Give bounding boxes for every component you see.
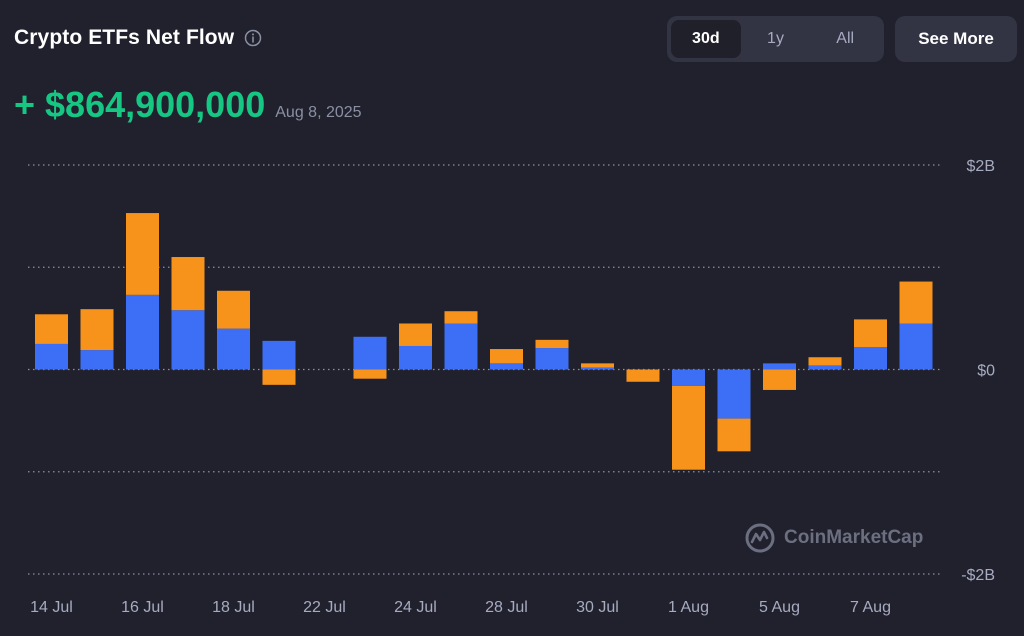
bar-orange[interactable]: [717, 418, 751, 452]
bar-blue[interactable]: [854, 347, 887, 370]
x-tick-label: 24 Jul: [394, 599, 437, 616]
bar-orange[interactable]: [899, 281, 933, 324]
bar-orange[interactable]: [35, 314, 68, 344]
bar-orange[interactable]: [80, 309, 114, 351]
coinmarketcap-watermark: CoinMarketCap: [744, 522, 923, 554]
bar-blue[interactable]: [217, 328, 250, 370]
bar-orange[interactable]: [808, 357, 842, 366]
bar-orange[interactable]: [626, 369, 660, 382]
bar-blue[interactable]: [763, 363, 796, 370]
bar-orange[interactable]: [672, 385, 705, 470]
period-tabs: 30d 1y All: [667, 16, 884, 62]
bar-blue[interactable]: [35, 343, 68, 370]
bar-orange[interactable]: [535, 339, 569, 349]
x-tick-label: 28 Jul: [485, 599, 528, 616]
headline-value-row: + $864,900,000 Aug 8, 2025: [14, 84, 362, 126]
x-tick-label: 1 Aug: [668, 599, 709, 616]
bar-blue[interactable]: [808, 365, 842, 370]
bar-blue[interactable]: [490, 363, 523, 370]
net-flow-chart[interactable]: $2B $0 -$2B 14 Jul 16 Jul 18 Jul 22 Jul 24 Jul 2…: [0, 140, 1024, 636]
bar-orange[interactable]: [581, 363, 614, 368]
bar-blue[interactable]: [899, 323, 933, 370]
bar-blue[interactable]: [126, 294, 159, 370]
bar-blue[interactable]: [581, 367, 614, 370]
bar-blue[interactable]: [444, 323, 478, 370]
watermark-text: CoinMarketCap: [784, 527, 924, 548]
bar-blue[interactable]: [399, 345, 432, 370]
net-flow-date: Aug 8, 2025: [275, 104, 362, 121]
net-flow-value: + $864,900,000: [14, 84, 266, 125]
y-tick-label: $0: [977, 363, 995, 380]
bar-orange[interactable]: [399, 323, 432, 346]
coinmarketcap-logo-icon: [745, 523, 775, 553]
bar-orange[interactable]: [490, 349, 523, 364]
bar-orange[interactable]: [126, 213, 159, 295]
tab-30d[interactable]: 30d: [671, 20, 741, 58]
bar-orange[interactable]: [854, 319, 887, 348]
bar-blue[interactable]: [262, 340, 296, 370]
bar-orange[interactable]: [217, 290, 250, 329]
bar-orange[interactable]: [262, 369, 296, 385]
page-title: Crypto ETFs Net Flow: [14, 26, 235, 49]
see-more-button[interactable]: See More: [895, 16, 1017, 62]
bar-blue[interactable]: [353, 336, 387, 370]
x-tick-label: 14 Jul: [30, 599, 73, 616]
x-tick-label: 18 Jul: [212, 599, 255, 616]
bar-blue[interactable]: [672, 369, 705, 386]
bar-orange[interactable]: [353, 369, 387, 379]
bar-orange[interactable]: [171, 257, 205, 311]
bar-orange[interactable]: [763, 369, 796, 390]
tab-1y[interactable]: 1y: [767, 30, 784, 47]
bar-blue[interactable]: [717, 369, 751, 419]
y-tick-label: -$2B: [961, 567, 995, 584]
bar-blue[interactable]: [171, 310, 205, 370]
tab-all[interactable]: All: [836, 30, 855, 47]
bar-blue[interactable]: [80, 350, 114, 370]
y-tick-label: $2B: [967, 158, 995, 175]
bar-orange[interactable]: [444, 311, 478, 324]
x-tick-label: 7 Aug: [850, 599, 891, 616]
x-tick-label: 30 Jul: [576, 599, 619, 616]
chart-header: Crypto ETFs Net Flow: [14, 26, 262, 50]
x-tick-label: 5 Aug: [759, 599, 800, 616]
x-tick-label: 16 Jul: [121, 599, 164, 616]
x-tick-label: 22 Jul: [303, 599, 346, 616]
info-icon[interactable]: [244, 29, 262, 47]
bar-blue[interactable]: [535, 348, 569, 370]
